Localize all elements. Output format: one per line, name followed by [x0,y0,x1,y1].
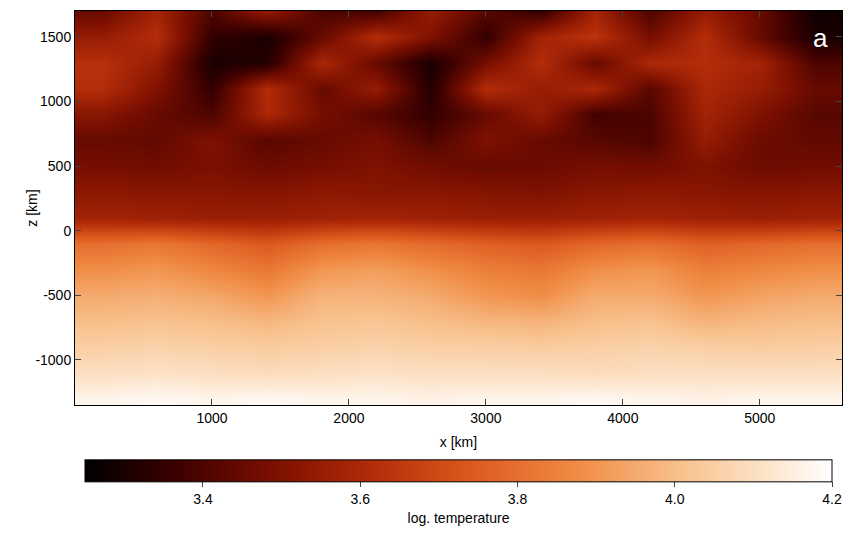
svg-text:log. temperature: log. temperature [408,511,510,527]
svg-text:1000: 1000 [40,93,71,109]
svg-text:x [km]: x [km] [440,434,477,450]
svg-text:4.0: 4.0 [665,491,685,507]
svg-text:3.6: 3.6 [350,491,370,507]
svg-text:1000: 1000 [196,410,227,426]
svg-text:z [km]: z [km] [24,189,40,226]
svg-text:a: a [813,23,828,53]
svg-text:4.2: 4.2 [822,491,842,507]
svg-text:3.4: 3.4 [193,491,213,507]
svg-text:3.8: 3.8 [508,491,528,507]
svg-text:3000: 3000 [470,410,501,426]
svg-text:5000: 5000 [744,410,775,426]
svg-text:-500: -500 [43,287,71,303]
svg-text:2000: 2000 [333,410,364,426]
svg-text:500: 500 [48,158,72,174]
svg-text:-1000: -1000 [35,352,71,368]
svg-text:4000: 4000 [607,410,638,426]
svg-text:0: 0 [63,223,71,239]
svg-text:1500: 1500 [40,29,71,45]
